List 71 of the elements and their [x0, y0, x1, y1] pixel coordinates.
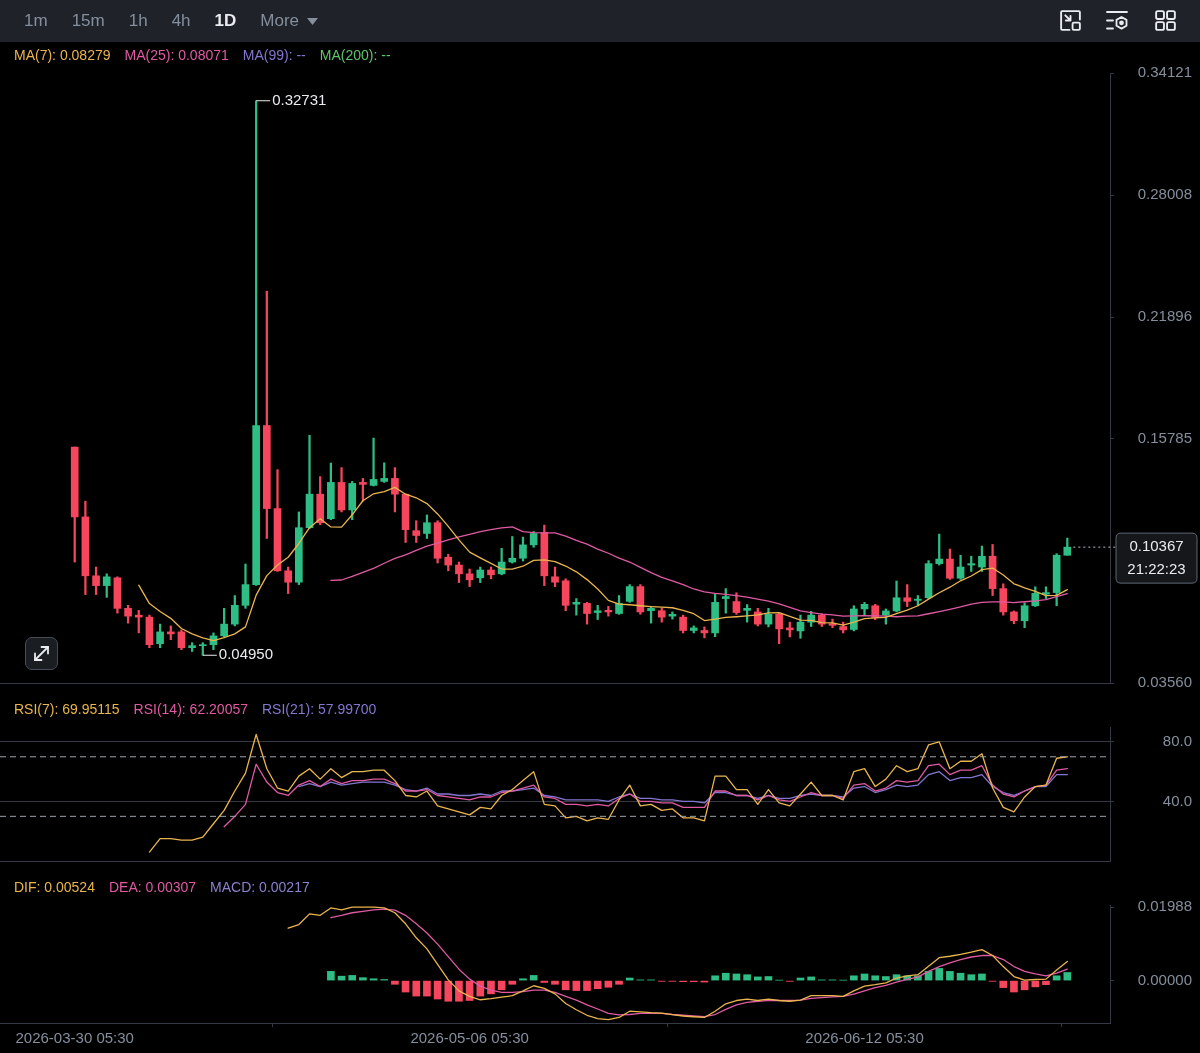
- bar: [967, 974, 976, 981]
- bar: [423, 980, 431, 997]
- text: MA(7): 0.08279: [14, 46, 111, 63]
- bar: [1031, 980, 1040, 988]
- text: DIF: 0.00524: [14, 878, 96, 895]
- text: 4h: [171, 11, 191, 31]
- text: More: [260, 11, 300, 31]
- bar: [412, 980, 421, 997]
- bar: [487, 980, 495, 995]
- candlestick: [369, 437, 378, 487]
- bar: [583, 980, 591, 991]
- annotation: 0.04950: [218, 645, 274, 663]
- bar: [476, 980, 485, 997]
- bar: [1042, 980, 1050, 985]
- y-tick-label: 80.0: [1162, 732, 1192, 750]
- annotation: 0.32731: [272, 90, 327, 108]
- bar: [946, 971, 954, 981]
- text: RSI(21): 57.99700: [261, 700, 377, 717]
- bar: [369, 978, 378, 981]
- bar: [455, 980, 463, 1002]
- y-tick-label: 0.00000: [1137, 970, 1192, 988]
- x-tick-label: 2026-05-06 05:30: [410, 1029, 529, 1047]
- bar: [348, 975, 357, 981]
- text: 21:22:23: [1127, 560, 1186, 578]
- bar: [871, 975, 880, 981]
- text: MA(25): 0.08071: [124, 46, 229, 63]
- text: RSI(14): 62.20057: [133, 700, 249, 717]
- bar: [1010, 980, 1018, 993]
- bar: [721, 972, 730, 981]
- bar: [444, 980, 453, 1002]
- y-tick-label: 40.0: [1162, 791, 1192, 809]
- y-tick-label: 0.28008: [1137, 185, 1192, 203]
- ref-line-label: 0.10367: [1129, 537, 1184, 555]
- bar: [1052, 975, 1061, 981]
- bar: [391, 980, 399, 985]
- y-tick-label: 0.03560: [1137, 673, 1192, 691]
- bar: [978, 973, 986, 981]
- y-tick-label: 0.21896: [1137, 307, 1192, 325]
- bar: [882, 976, 890, 981]
- text: 15m: [71, 11, 105, 31]
- bar: [551, 980, 559, 985]
- bar: [615, 980, 623, 985]
- legend-label: MA(200): --: [319, 46, 391, 63]
- text: 1D: [214, 11, 237, 31]
- bar: [1063, 972, 1072, 981]
- y-tick-label: 0.34121: [1137, 63, 1192, 81]
- bar: [508, 980, 517, 985]
- candlestick: [700, 626, 709, 639]
- bar: [561, 980, 570, 991]
- y-tick-label: 0.01988: [1137, 897, 1192, 915]
- bar: [327, 971, 335, 981]
- y-tick-label: 0.15785: [1137, 429, 1192, 447]
- bar: [519, 978, 527, 981]
- text: 1h: [128, 11, 148, 31]
- bar: [743, 974, 751, 981]
- bar: [935, 968, 944, 981]
- bar: [540, 980, 549, 983]
- x-tick-label: 2026-06-12 05:30: [805, 1029, 924, 1047]
- bar: [711, 975, 719, 981]
- bar: [604, 980, 613, 988]
- legend-label: MA(99): --: [242, 46, 307, 63]
- bar: [999, 980, 1008, 988]
- text: MACD: 0.00217: [210, 878, 310, 895]
- text: 1m: [24, 11, 48, 31]
- bar: [850, 975, 858, 981]
- bar: [359, 977, 367, 981]
- x-tick-label: 2026-03-30 05:30: [15, 1029, 134, 1047]
- text: RSI(7): 69.95115: [14, 700, 120, 717]
- text: DEA: 0.00307: [108, 878, 197, 895]
- bar: [593, 980, 602, 990]
- bar: [572, 980, 581, 991]
